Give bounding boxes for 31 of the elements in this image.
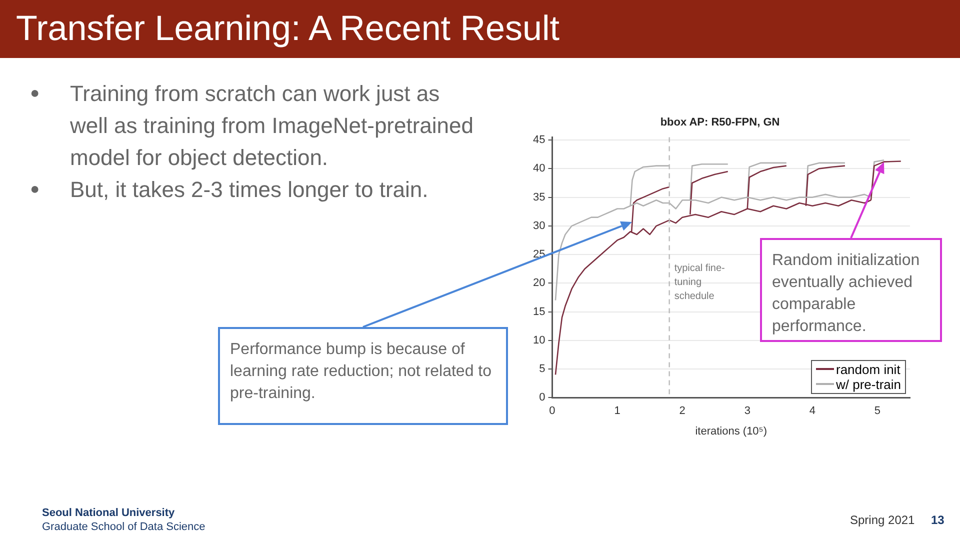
y-tick-label: 35 — [532, 191, 546, 204]
chart-title: Transfer Learning: A Recent Result — [0, 0, 960, 58]
text: 13 — [931, 513, 944, 527]
y-tick-label: 10 — [532, 334, 546, 346]
text: ● — [30, 180, 41, 200]
x-tick-label: 5 — [874, 405, 881, 418]
y-tick-label: 0 — [539, 392, 546, 404]
annotation: Random initialization eventually achieved comparable performance. — [760, 238, 942, 342]
text: ● — [30, 84, 41, 104]
x-tick-label: 2 — [679, 405, 686, 418]
ref-line-label: typical fine-tuning schedule — [674, 262, 726, 304]
text: But, it takes 2-3 times longer to train. — [70, 176, 428, 204]
y-tick-label: 20 — [532, 277, 546, 290]
y-tick-label: 5 — [539, 363, 546, 376]
y-tick-label: 30 — [532, 220, 546, 232]
text: Spring 2021 — [850, 513, 915, 527]
x-tick-label: 3 — [744, 405, 750, 418]
chart-subtitle: bbox AP: R50-FPN, GN — [660, 116, 780, 129]
legend-label: random init — [836, 362, 900, 377]
text: Training from scratch can work just as well as training from ImageNet-pretrained model for object detection. — [70, 80, 475, 172]
text: Seoul National University — [42, 507, 175, 519]
y-tick-label: 15 — [532, 306, 546, 318]
text: Performance bump is because of learning rate reduction; not related to pre-training. — [218, 327, 508, 425]
y-tick-label: 40 — [532, 162, 546, 175]
x-tick-label: 4 — [809, 405, 816, 418]
x-tick-label: 0 — [549, 405, 556, 418]
text: Graduate School of Data Science — [42, 521, 206, 533]
y-tick-label: 45 — [532, 134, 546, 146]
x-tick-label: 1 — [614, 405, 620, 418]
legend-label: w/ pre-train — [836, 376, 902, 392]
x-axis-title: iterations (10⁵) — [695, 425, 768, 438]
